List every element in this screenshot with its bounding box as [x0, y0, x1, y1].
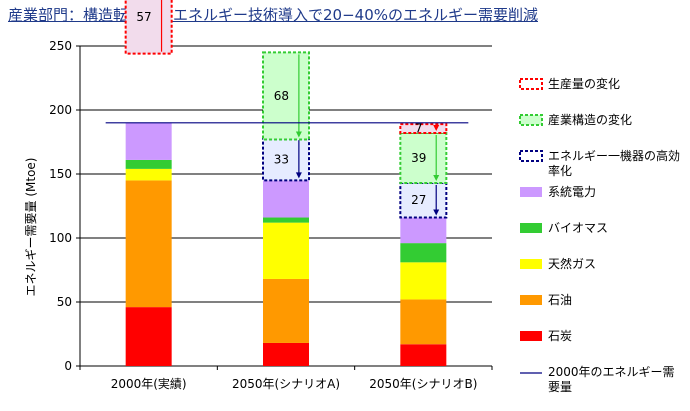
legend-label: 天然ガス — [548, 256, 596, 271]
reduction-box — [124, 0, 173, 55]
bar-layer — [125, 122, 447, 366]
label-layer: 33 68 57 27 39 7 — [136, 10, 426, 207]
reduction-layer — [124, 0, 448, 219]
legend-label: 石油 — [548, 293, 572, 307]
legend-swatch — [519, 78, 543, 90]
reduction-arrowhead — [433, 209, 440, 216]
legend-swatch — [520, 259, 542, 269]
bar-segment — [400, 299, 447, 345]
legend-swatch — [519, 114, 543, 126]
reduction-box — [399, 132, 448, 184]
bar-segment — [263, 222, 309, 279]
bar-segment — [400, 344, 447, 366]
legend-label: バイオマス — [548, 221, 608, 235]
legend-label: 要量 — [548, 380, 572, 394]
reduction-box — [399, 181, 448, 219]
legend-label: 産業構造の変化 — [548, 112, 632, 127]
legend-label: 率化 — [548, 163, 572, 178]
legend-label: エネルギー一機器の高効 — [548, 148, 680, 163]
x-tick-label: 2000年(実績) — [111, 376, 187, 391]
reduction-box — [399, 123, 448, 135]
y-tick-label: 100 — [49, 231, 72, 245]
bar-segment — [125, 122, 172, 160]
y-tick-label: 200 — [49, 103, 72, 117]
legend-swatch — [519, 150, 543, 162]
bar-segment — [125, 159, 172, 169]
reduction-value-label: 39 — [411, 151, 426, 165]
legend-label: 石炭 — [548, 329, 572, 343]
bar-segment — [400, 243, 447, 263]
bar-segment — [125, 168, 172, 181]
x-tick-label: 2050年(シナリオA) — [232, 377, 340, 391]
y-tick-label: 250 — [49, 39, 72, 53]
legend-label: 生産量の変化 — [548, 76, 620, 91]
legend-swatch — [520, 295, 542, 305]
reduction-arrowhead — [433, 125, 440, 132]
legend-label: 2000年のエネルギー需 — [548, 365, 675, 379]
y-tick-label: 50 — [57, 295, 72, 309]
reduction-value-label: 27 — [411, 193, 426, 207]
reduction-value-label: 7 — [415, 122, 423, 136]
legend-layer: 生産量の変化産業構造の変化エネルギー一機器の高効率化系統電力バイオマス天然ガス石… — [519, 76, 680, 394]
bar-segment — [263, 217, 309, 223]
reduction-box — [262, 51, 310, 141]
bar-segment — [125, 180, 172, 308]
y-tick-label: 150 — [49, 167, 72, 181]
legend-swatch — [520, 223, 542, 233]
reduction-value-label: 33 — [274, 152, 289, 166]
legend-label: 系統電力 — [548, 185, 596, 199]
reduction-arrowhead — [433, 174, 440, 181]
reduction-arrowhead — [295, 131, 302, 138]
x-tick-label: 2050年(シナリオB) — [369, 377, 477, 391]
y-axis-label: エネルギー需要量 (Mtoe) — [24, 158, 38, 297]
legend-swatch — [520, 187, 542, 197]
bar-segment — [263, 342, 309, 366]
bar-segment — [400, 217, 447, 244]
reduction-value-label: 68 — [274, 89, 289, 103]
reduction-arrowhead — [295, 172, 302, 179]
bar-segment — [125, 307, 172, 366]
bar-segment — [400, 262, 447, 300]
legend-swatch — [520, 331, 542, 341]
reduction-value-label: 57 — [136, 10, 151, 24]
bar-segment — [263, 180, 309, 218]
y-tick-label: 0 — [64, 359, 72, 373]
bar-segment — [263, 278, 309, 343]
